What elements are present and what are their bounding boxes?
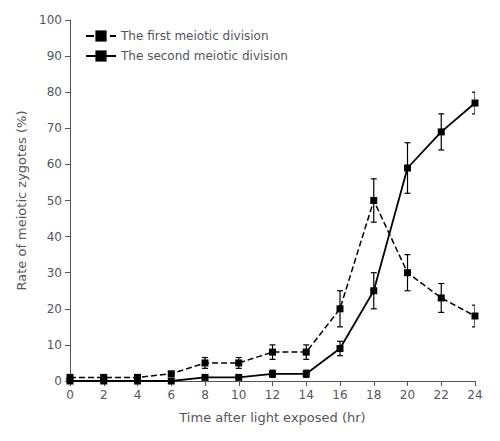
svg-text:Time after light exposed (hr): Time after light exposed (hr) xyxy=(178,410,365,425)
svg-text:6: 6 xyxy=(167,388,175,402)
svg-text:20: 20 xyxy=(400,388,415,402)
svg-text:The second meiotic division: The second meiotic division xyxy=(120,49,288,63)
svg-text:Rate of meiotic zygotes (%): Rate of meiotic zygotes (%) xyxy=(14,110,29,290)
svg-text:0: 0 xyxy=(66,388,74,402)
svg-text:60: 60 xyxy=(47,157,62,171)
svg-text:4: 4 xyxy=(134,388,142,402)
svg-text:16: 16 xyxy=(332,388,347,402)
svg-text:18: 18 xyxy=(366,388,381,402)
svg-text:22: 22 xyxy=(434,388,449,402)
svg-text:90: 90 xyxy=(47,49,62,63)
svg-text:0: 0 xyxy=(54,374,62,388)
svg-text:8: 8 xyxy=(201,388,209,402)
svg-text:24: 24 xyxy=(467,388,482,402)
svg-text:20: 20 xyxy=(47,302,62,316)
svg-text:30: 30 xyxy=(47,266,62,280)
svg-text:14: 14 xyxy=(299,388,314,402)
svg-text:10: 10 xyxy=(47,338,62,352)
svg-text:12: 12 xyxy=(265,388,280,402)
svg-text:40: 40 xyxy=(47,230,62,244)
svg-text:70: 70 xyxy=(47,121,62,135)
svg-text:10: 10 xyxy=(231,388,246,402)
svg-text:100: 100 xyxy=(39,13,62,27)
svg-text:50: 50 xyxy=(47,194,62,208)
svg-text:80: 80 xyxy=(47,85,62,99)
svg-text:The first meiotic division: The first meiotic division xyxy=(120,29,269,43)
svg-text:2: 2 xyxy=(100,388,108,402)
